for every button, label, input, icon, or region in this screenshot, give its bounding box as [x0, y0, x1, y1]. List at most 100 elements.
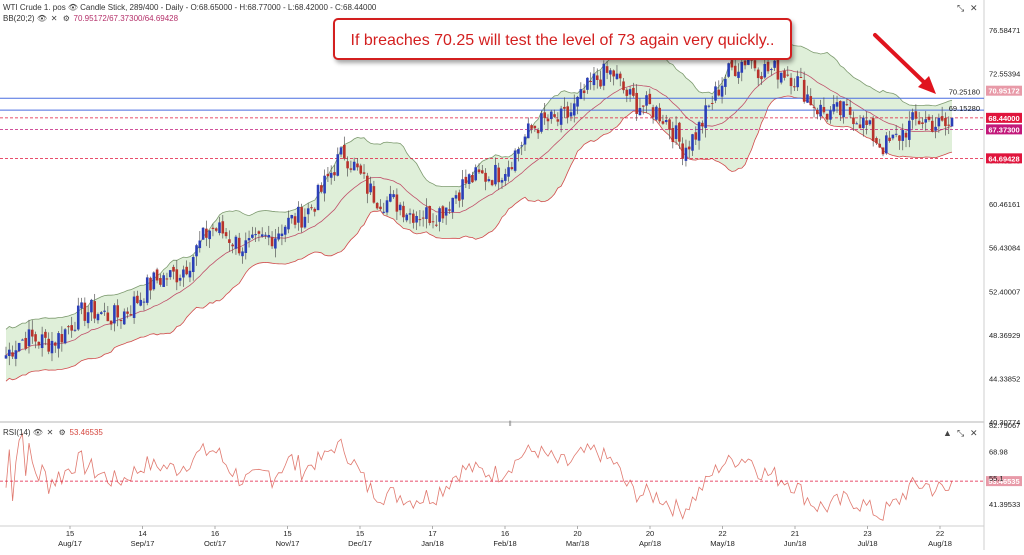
candle-body — [60, 334, 64, 343]
candle-body — [563, 106, 566, 109]
candle-body — [461, 179, 464, 200]
candle-body — [904, 132, 908, 138]
candle-body — [237, 237, 241, 254]
candle-body — [191, 257, 195, 273]
close-icon[interactable]: ✕ — [970, 3, 978, 13]
rsi-y-tick-label: 55.1 — [989, 474, 1004, 483]
resize-icon[interactable]: ⤡ — [957, 3, 965, 13]
candle-body — [165, 278, 169, 280]
candle-body — [382, 211, 386, 213]
candle-body — [185, 266, 188, 275]
bb-middle-line — [5, 69, 953, 356]
move-up-icon[interactable]: ▲ — [943, 428, 952, 438]
rsi-value-badge — [986, 476, 1022, 487]
candle-body — [602, 63, 606, 86]
candle-body — [283, 226, 287, 235]
candle-body — [520, 145, 524, 147]
x-day-label: 22 — [718, 529, 726, 538]
candle-body — [86, 312, 90, 324]
candle-body — [63, 329, 67, 344]
candle-body — [586, 77, 589, 90]
candle-body — [395, 194, 399, 212]
candle-body — [434, 224, 438, 226]
candle-body — [848, 107, 852, 115]
eye-icon[interactable]: 👁 — [32, 428, 43, 437]
candle-body — [865, 120, 868, 125]
candle-body — [290, 215, 294, 219]
candle-body — [812, 106, 816, 108]
candle-body — [254, 234, 257, 236]
close-icon[interactable]: ✕ — [46, 428, 54, 437]
candle-body — [714, 86, 717, 101]
candle-body — [149, 277, 152, 291]
candle-body — [241, 251, 244, 257]
candle-body — [641, 105, 645, 107]
eye-icon[interactable]: 👁 — [67, 3, 79, 12]
candle-body — [53, 342, 57, 346]
candle-body — [83, 302, 87, 321]
resize-icon[interactable]: ⤡ — [957, 428, 965, 438]
candle-body — [806, 94, 809, 103]
candle-body — [618, 73, 622, 79]
candle-body — [704, 105, 707, 128]
candle-body — [175, 269, 179, 283]
candle-body — [753, 60, 757, 69]
candle-body — [346, 161, 349, 169]
candle-body — [635, 92, 638, 114]
annotation-callout[interactable]: If breaches 70.25 will test the level of… — [333, 18, 792, 60]
candle-body — [405, 214, 409, 221]
candle-body — [280, 233, 284, 237]
candle-body — [21, 339, 24, 341]
candle-body — [888, 137, 891, 142]
rsi-value-label: 53.46535 — [988, 477, 1019, 486]
candle-body — [297, 206, 300, 223]
bb-lower-line — [5, 95, 953, 382]
candle-body — [155, 269, 159, 281]
candle-body — [599, 79, 602, 87]
candle-body — [789, 77, 793, 87]
gear-icon[interactable]: ⚙ — [62, 14, 70, 23]
bb-header: BB(20;2) 👁 ✕ ⚙ 70.95172/67.37300/64.6942… — [3, 14, 178, 24]
x-month-label: Dec/17 — [348, 539, 372, 548]
candle-body — [858, 124, 862, 129]
candle-body — [451, 197, 455, 213]
x-day-label: 15 — [283, 529, 291, 538]
candle-body — [576, 96, 579, 107]
candle-body — [139, 299, 142, 306]
gear-icon[interactable]: ⚙ — [58, 428, 66, 437]
x-month-label: Feb/18 — [493, 539, 516, 548]
candle-body — [894, 133, 898, 135]
candle-body — [898, 135, 901, 141]
eye-icon[interactable]: 👁 — [36, 14, 47, 23]
x-day-label: 20 — [646, 529, 654, 538]
candle-body — [168, 270, 172, 278]
candle-body — [418, 219, 422, 221]
x-day-label: 17 — [428, 529, 436, 538]
close-icon[interactable]: ✕ — [50, 14, 58, 23]
candle-body — [313, 208, 317, 212]
candle-body — [484, 172, 487, 182]
x-day-label: 22 — [936, 529, 944, 538]
candle-body — [622, 81, 625, 91]
candle-body — [44, 331, 47, 338]
candle-body — [205, 228, 208, 238]
candle-body — [260, 234, 264, 237]
x-day-label: 16 — [501, 529, 509, 538]
candle-body — [441, 206, 445, 219]
candle-body — [24, 337, 28, 349]
candle-body — [526, 123, 530, 139]
candle-body — [264, 234, 267, 236]
arrow-head — [918, 76, 936, 94]
rsi-line — [5, 432, 953, 521]
candle-body — [402, 205, 405, 218]
candle-body — [770, 69, 773, 71]
candle-body — [783, 70, 786, 78]
candle-body — [697, 122, 701, 141]
candle-body — [96, 314, 100, 321]
close-icon[interactable]: ✕ — [970, 428, 978, 438]
candle-body — [14, 350, 18, 359]
candle-body — [336, 154, 340, 176]
candle-body — [730, 60, 734, 68]
